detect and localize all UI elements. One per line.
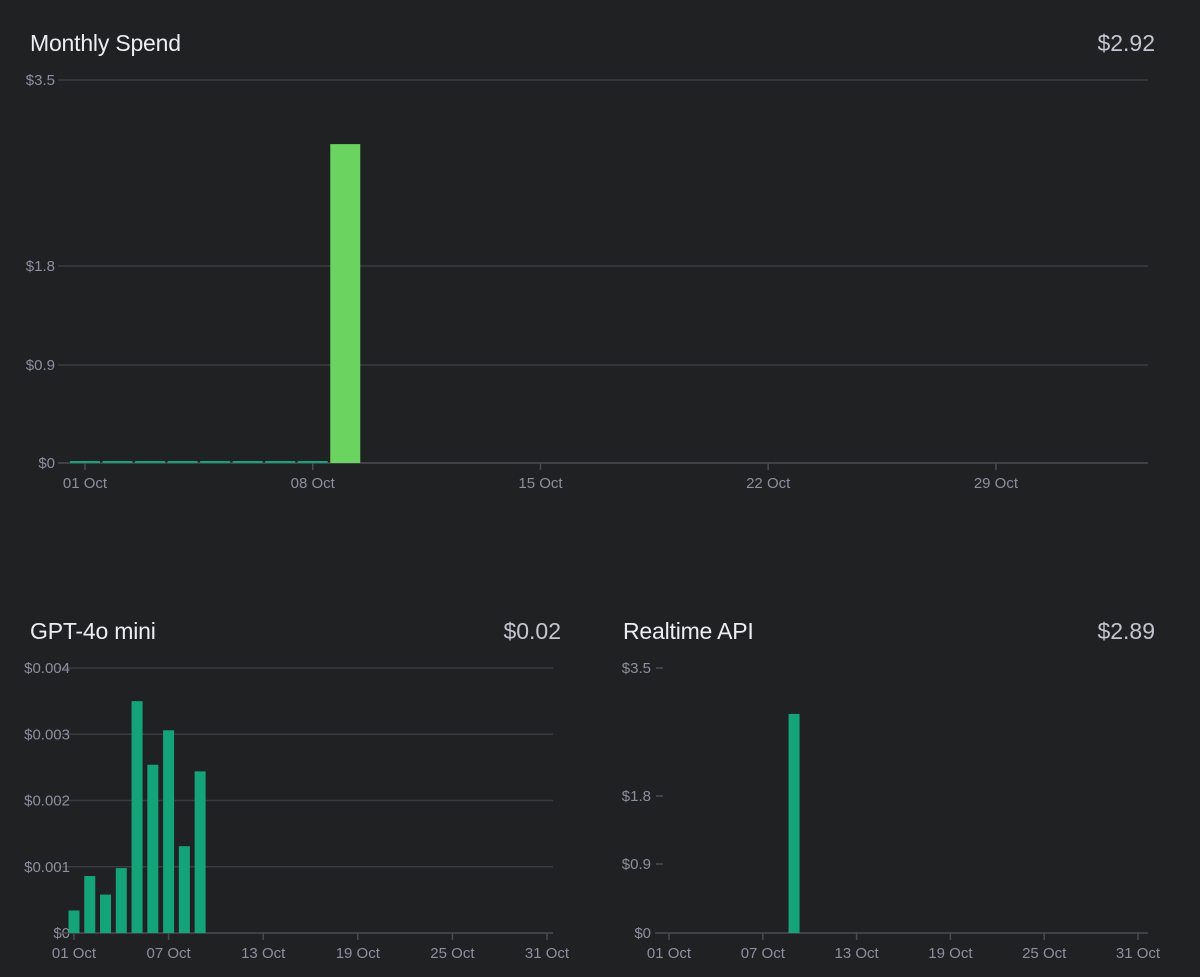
bar	[102, 461, 133, 463]
bar	[167, 461, 198, 463]
x-tick-label: 07 Oct	[741, 945, 786, 962]
bar	[178, 846, 190, 933]
bar	[330, 144, 361, 463]
y-tick-label: $1.8	[26, 258, 55, 275]
x-tick-label: 01 Oct	[63, 475, 108, 492]
panel-title: Monthly Spend	[30, 30, 181, 56]
panel-title: GPT-4o mini	[30, 618, 156, 644]
x-tick-label: 13 Oct	[241, 945, 286, 962]
x-tick-label: 19 Oct	[928, 945, 973, 962]
y-tick-label: $0.002	[24, 793, 70, 810]
x-tick-label: 25 Oct	[430, 945, 475, 962]
bar	[232, 461, 263, 463]
x-tick-label: 29 Oct	[974, 475, 1019, 492]
bar	[297, 461, 328, 463]
panel-total: $2.92	[1097, 30, 1155, 56]
bar	[115, 868, 127, 933]
x-tick-label: 15 Oct	[518, 475, 563, 492]
bar	[68, 910, 80, 933]
bar	[200, 461, 231, 463]
y-tick-label: $0.9	[26, 357, 55, 374]
y-tick-label: $1.8	[622, 788, 651, 805]
bar	[70, 461, 100, 463]
x-tick-label: 25 Oct	[1022, 945, 1067, 962]
bar	[163, 730, 175, 933]
realtime-api-panel: Realtime API $2.89 $0 $0.9 $1.8 $3.5 01 Oct 0…	[600, 590, 1200, 977]
y-tick-label: $0.004	[24, 660, 70, 677]
panel-total: $0.02	[503, 618, 561, 644]
y-tick-label: $0	[634, 925, 651, 942]
x-tick-label: 22 Oct	[746, 475, 791, 492]
bar	[194, 771, 206, 933]
bar	[84, 876, 96, 933]
x-tick-label: 13 Oct	[835, 945, 880, 962]
gpt-4o-mini-panel: GPT-4o mini $0.02 $0 $0.001 $0.002 $0.003 $0…	[0, 590, 600, 977]
y-tick-label: $3.5	[622, 660, 651, 677]
x-tick-label: 31 Oct	[525, 945, 570, 962]
panel-total: $2.89	[1097, 618, 1155, 644]
bar	[131, 701, 143, 933]
y-tick-label: $0.003	[24, 726, 70, 743]
x-tick-label: 07 Oct	[147, 945, 192, 962]
monthly-spend-panel: Monthly Spend $2.92 $0 $0.9 $1.8 $3.5 01 Oct…	[26, 30, 1155, 492]
y-tick-label: $0.001	[24, 859, 70, 876]
monthly-spend-chart: $0 $0.9 $1.8 $3.5 01 Oct 08 Oct 15 Oct 22 Oct 29…	[26, 72, 1148, 492]
bar	[265, 461, 296, 463]
x-tick-label: 01 Oct	[647, 945, 692, 962]
bar	[100, 894, 112, 933]
bar	[788, 713, 800, 933]
bar	[147, 764, 159, 933]
x-tick-label: 08 Oct	[291, 475, 336, 492]
y-tick-label: $3.5	[26, 72, 55, 89]
y-tick-label: $0	[38, 455, 55, 472]
x-tick-label: 01 Oct	[52, 945, 97, 962]
x-tick-label: 31 Oct	[1116, 945, 1161, 962]
bar	[135, 461, 166, 463]
x-tick-label: 19 Oct	[336, 945, 381, 962]
y-tick-label: $0.9	[622, 856, 651, 873]
realtime-api-chart: $0 $0.9 $1.8 $3.5 01 Oct 07 Oct 13 Oct 19 Oct 25…	[622, 660, 1161, 962]
panel-title: Realtime API	[623, 618, 754, 644]
